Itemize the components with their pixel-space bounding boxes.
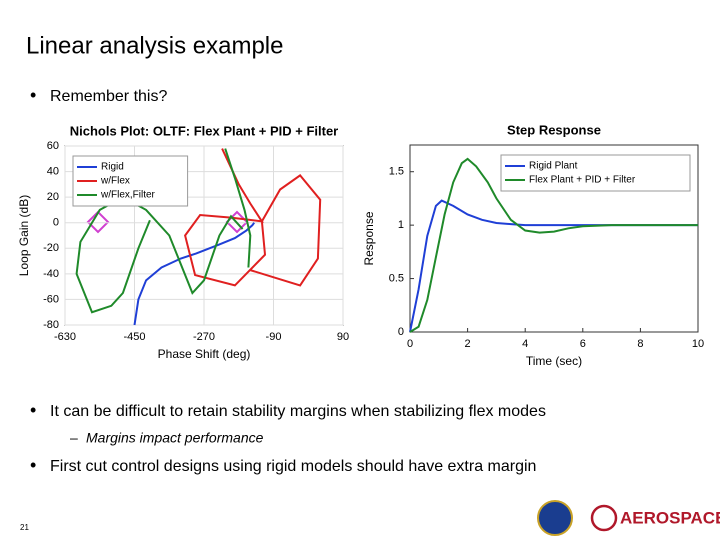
x-tick-label: 0 <box>407 338 413 350</box>
y-tick-label: 20 <box>47 191 59 203</box>
y-tick-label: 40 <box>47 165 59 177</box>
y-tick-label: -20 <box>43 242 59 254</box>
legend-label: Rigid <box>101 162 124 173</box>
data-line <box>409 199 698 333</box>
bullet-dot: • <box>30 85 36 105</box>
bullet: First cut control designs using rigid mo… <box>50 458 536 475</box>
x-tick-label: -450 <box>123 331 145 343</box>
seal-logo <box>537 500 573 536</box>
x-tick-label: 10 <box>692 338 704 350</box>
y-tick-label: 0 <box>398 326 404 338</box>
x-tick-label: -270 <box>193 331 215 343</box>
x-axis-label: Time (sec) <box>526 354 582 368</box>
legend-label: Flex Plant + PID + Filter <box>529 175 636 186</box>
logo-mark <box>590 504 618 532</box>
chart-title: Step Response <box>507 122 601 137</box>
x-tick-label: 90 <box>337 331 349 343</box>
bullet: It can be difficult to retain stability … <box>50 403 546 420</box>
legend-label: w/Flex,Filter <box>100 190 156 201</box>
legend-box <box>500 154 691 192</box>
bullet-dot: • <box>30 455 36 475</box>
y-axis-label: Response <box>362 211 376 265</box>
legend-label: w/Flex <box>100 176 130 187</box>
y-tick-label: 1 <box>398 219 404 231</box>
logo-text: AEROSPACE <box>620 508 720 527</box>
x-tick-label: 6 <box>580 338 586 350</box>
legend-label: Rigid Plant <box>529 161 578 172</box>
x-tick-label: -630 <box>54 331 76 343</box>
sub-bullet-dash: – <box>70 430 78 446</box>
y-tick-label: 60 <box>47 140 59 152</box>
data-line <box>184 148 322 287</box>
chart-title: Nichols Plot: OLTF: Flex Plant + PID + F… <box>70 123 338 138</box>
x-tick-label: -90 <box>266 331 282 343</box>
y-tick-label: 0 <box>53 217 59 229</box>
x-tick-label: 4 <box>522 338 528 350</box>
x-axis-label: Phase Shift (deg) <box>158 347 251 361</box>
bullet-dot: • <box>30 400 36 420</box>
slide-title: Linear analysis example <box>26 32 283 59</box>
sub-bullet: Margins impact performance <box>86 430 264 446</box>
y-tick-label: -40 <box>43 268 59 280</box>
page-number: 21 <box>20 523 29 532</box>
y-tick-label: -60 <box>43 293 59 305</box>
bullet: Remember this? <box>50 88 167 105</box>
x-tick-label: 8 <box>637 338 643 350</box>
margin-diamond <box>86 210 110 234</box>
y-tick-label: -80 <box>43 319 59 331</box>
y-tick-label: 1.5 <box>389 166 404 178</box>
plot-area <box>409 144 699 333</box>
y-tick-label: 0.5 <box>389 272 404 284</box>
x-tick-label: 2 <box>465 338 471 350</box>
y-axis-label: Loop Gain (dB) <box>17 195 31 276</box>
data-line <box>409 157 698 333</box>
